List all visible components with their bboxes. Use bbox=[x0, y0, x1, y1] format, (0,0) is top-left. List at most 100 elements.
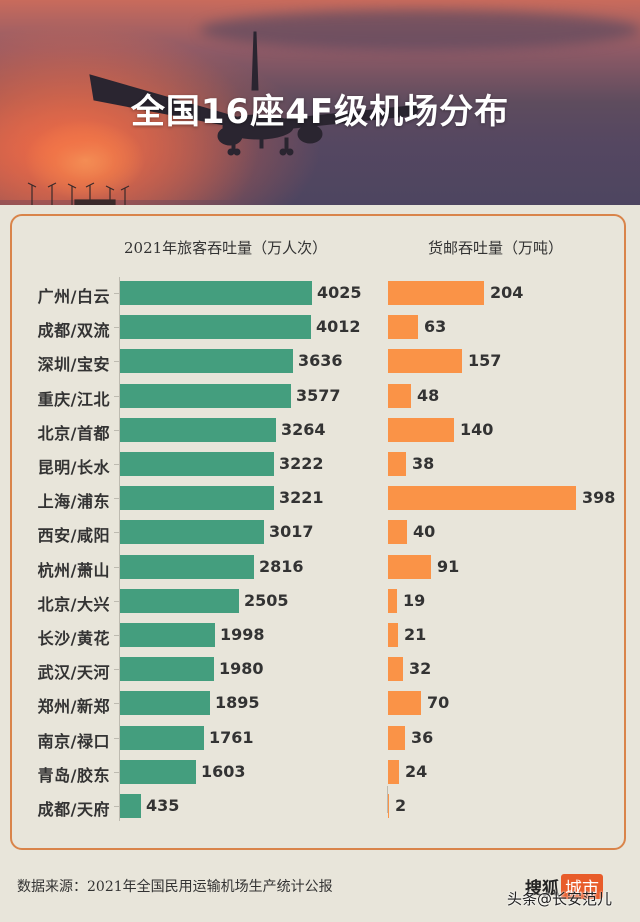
passenger-bar bbox=[120, 794, 141, 818]
airport-label: 青岛/胶东 bbox=[37, 766, 110, 785]
cargo-bar bbox=[388, 589, 397, 613]
cargo-value: 70 bbox=[427, 693, 450, 712]
chart-panel bbox=[10, 214, 626, 850]
passenger-value: 1895 bbox=[215, 693, 260, 712]
cargo-value: 204 bbox=[490, 283, 524, 302]
passenger-bar bbox=[120, 520, 264, 544]
axis-tick bbox=[114, 703, 119, 704]
airport-label: 深圳/宝安 bbox=[37, 355, 110, 374]
passenger-value: 4012 bbox=[316, 317, 361, 336]
axis-tick bbox=[114, 738, 119, 739]
passenger-value: 3577 bbox=[296, 386, 341, 405]
passenger-value: 1998 bbox=[220, 625, 265, 644]
wind-turbines bbox=[27, 182, 130, 205]
passenger-bar bbox=[120, 760, 196, 784]
cargo-bar bbox=[388, 315, 418, 339]
axis-tick bbox=[114, 430, 119, 431]
cargo-bar bbox=[388, 452, 406, 476]
cargo-value: 48 bbox=[417, 386, 440, 405]
cargo-value: 40 bbox=[413, 522, 436, 541]
cargo-bar bbox=[388, 281, 484, 305]
passenger-bar bbox=[120, 486, 274, 510]
cargo-bar bbox=[388, 520, 407, 544]
sohu-logo: 搜狐 城市 bbox=[525, 874, 603, 899]
airport-label: 西安/咸阳 bbox=[37, 526, 110, 545]
passenger-value: 3017 bbox=[269, 522, 314, 541]
data-source: 数据来源：2021年全国民用运输机场生产统计公报 bbox=[17, 879, 333, 895]
airport-label: 成都/天府 bbox=[37, 800, 110, 819]
axis-tick bbox=[114, 293, 119, 294]
cargo-value: 2 bbox=[395, 796, 407, 815]
axis-tick bbox=[114, 772, 119, 773]
cargo-bar bbox=[388, 349, 462, 373]
axis-tick bbox=[114, 532, 119, 533]
airport-label: 南京/禄口 bbox=[37, 732, 110, 751]
header-banner: 全国16座4F级机场分布 bbox=[0, 0, 640, 205]
airport-label: 广州/白云 bbox=[37, 287, 110, 306]
airport-label: 上海/浦东 bbox=[37, 492, 110, 511]
axis-tick bbox=[114, 635, 119, 636]
airport-label: 杭州/萧山 bbox=[37, 561, 110, 580]
axis-tick bbox=[114, 498, 119, 499]
passenger-bar bbox=[120, 281, 312, 305]
airplane-icon bbox=[89, 31, 421, 156]
axis-tick bbox=[114, 567, 119, 568]
airport-label: 长沙/黄花 bbox=[37, 629, 110, 648]
logo-badge: 城市 bbox=[561, 874, 603, 899]
page-title: 全国16座4F级机场分布 bbox=[130, 92, 510, 132]
airport-label: 昆明/长水 bbox=[37, 458, 110, 477]
cargo-value: 157 bbox=[468, 351, 502, 370]
passenger-value: 3264 bbox=[281, 420, 326, 439]
passenger-bar bbox=[120, 691, 210, 715]
axis-tick bbox=[114, 464, 119, 465]
passenger-bar bbox=[120, 555, 254, 579]
cargo-bar bbox=[388, 794, 389, 818]
axis-tick bbox=[114, 601, 119, 602]
passenger-value: 3221 bbox=[279, 488, 324, 507]
airport-label: 北京/大兴 bbox=[37, 595, 110, 614]
axis-tick bbox=[114, 806, 119, 807]
cargo-bar bbox=[388, 657, 403, 681]
airport-label: 郑州/新郑 bbox=[37, 697, 110, 716]
passenger-value: 3222 bbox=[279, 454, 324, 473]
passenger-bar bbox=[120, 315, 311, 339]
cargo-value: 398 bbox=[582, 488, 616, 507]
cloud bbox=[200, 10, 640, 50]
passenger-chart-title: 2021年旅客吞吐量（万人次） bbox=[124, 239, 328, 257]
axis-tick bbox=[114, 396, 119, 397]
cargo-bar bbox=[388, 726, 405, 750]
passenger-value: 2816 bbox=[259, 557, 304, 576]
airport-label: 成都/双流 bbox=[37, 321, 110, 340]
cargo-bar bbox=[388, 384, 411, 408]
cargo-bar bbox=[388, 555, 431, 579]
cargo-value: 38 bbox=[412, 454, 435, 473]
passenger-bar bbox=[120, 726, 204, 750]
axis-tick bbox=[114, 327, 119, 328]
airport-label: 重庆/江北 bbox=[37, 390, 110, 409]
cargo-bar bbox=[388, 623, 398, 647]
airport-label: 武汉/天河 bbox=[37, 663, 110, 682]
passenger-value: 1980 bbox=[219, 659, 264, 678]
passenger-bar bbox=[120, 589, 239, 613]
passenger-axis bbox=[119, 277, 120, 821]
passenger-bar bbox=[120, 384, 291, 408]
cargo-chart-title: 货邮吞吐量（万吨） bbox=[428, 239, 564, 257]
airport-label: 北京/首都 bbox=[37, 424, 110, 443]
watermark: 头条@长安范儿 bbox=[507, 890, 613, 908]
cargo-value: 19 bbox=[403, 591, 426, 610]
cargo-value: 63 bbox=[424, 317, 447, 336]
sunset-glow bbox=[0, 20, 260, 200]
passenger-bar bbox=[120, 418, 276, 442]
axis-tick bbox=[114, 361, 119, 362]
cargo-bar bbox=[388, 418, 454, 442]
cargo-value: 140 bbox=[460, 420, 494, 439]
passenger-value: 1761 bbox=[209, 728, 254, 747]
passenger-bar bbox=[120, 452, 274, 476]
passenger-value: 3636 bbox=[298, 351, 343, 370]
axis-tick bbox=[114, 669, 119, 670]
cargo-value: 21 bbox=[404, 625, 427, 644]
passenger-bar bbox=[120, 623, 215, 647]
cargo-axis bbox=[387, 786, 388, 813]
passenger-value: 4025 bbox=[317, 283, 362, 302]
cargo-value: 91 bbox=[437, 557, 460, 576]
